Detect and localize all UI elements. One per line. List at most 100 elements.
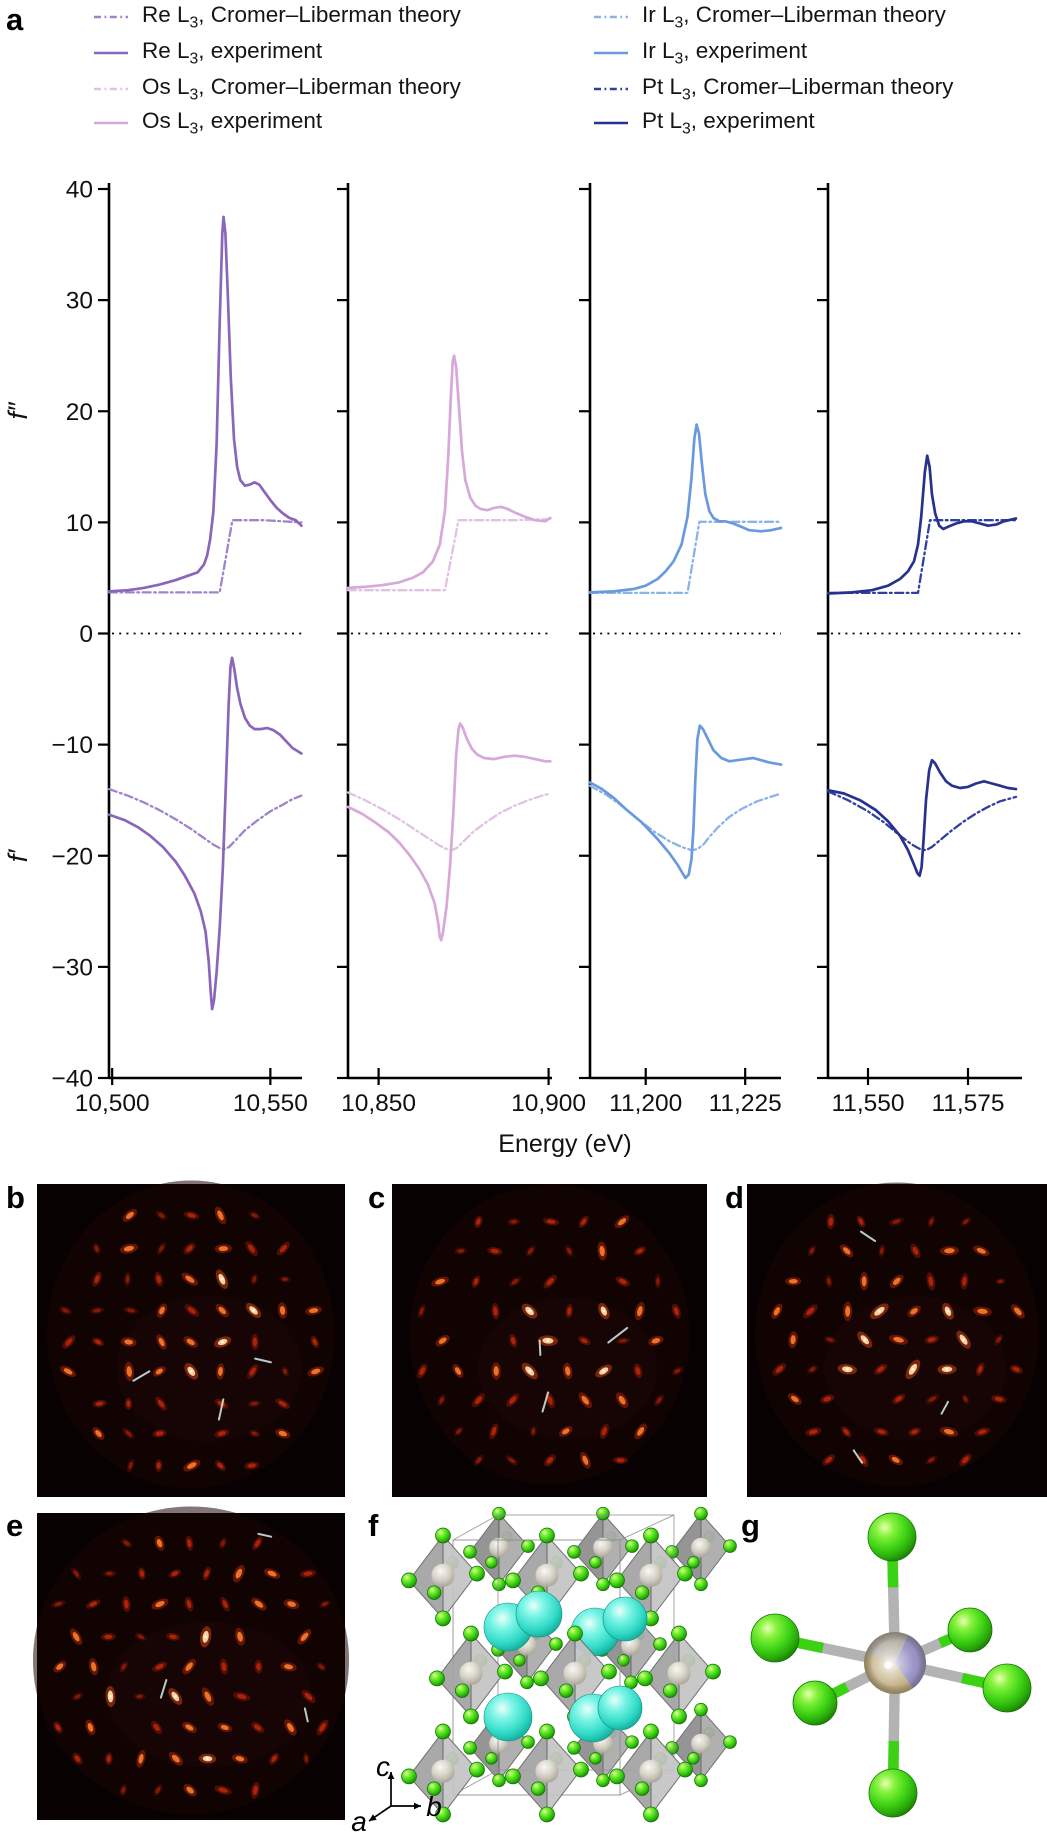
- chlorine-atom: [505, 1768, 521, 1785]
- diffraction-spot: [925, 1455, 938, 1465]
- spot-core: [247, 1463, 256, 1468]
- detector-streak: [541, 1391, 550, 1413]
- spot-highlight: [602, 1369, 606, 1373]
- diffraction-spot: [648, 1335, 664, 1346]
- spot-core: [977, 1365, 983, 1373]
- spot-core: [927, 1337, 936, 1342]
- diffraction-pattern-e: [33, 1506, 349, 1820]
- axis-label-a: a: [351, 1806, 367, 1834]
- chlorine-atom: [492, 1773, 506, 1788]
- spot-core: [158, 1245, 164, 1252]
- diffraction-spot: [92, 1271, 102, 1287]
- chlorine-atom: [521, 1539, 535, 1553]
- diffraction-spot: [214, 1460, 226, 1471]
- y-tick-label: −30: [51, 954, 93, 981]
- spot-core: [582, 1455, 589, 1465]
- spot-core: [171, 1754, 180, 1763]
- diffraction-spot: [825, 1275, 833, 1288]
- spot-core: [287, 1722, 294, 1732]
- spot-core: [419, 1307, 424, 1315]
- spot-highlight: [911, 1367, 915, 1371]
- spot-highlight: [528, 1369, 532, 1373]
- spot-core: [278, 1400, 287, 1407]
- spot-highlight: [189, 1369, 193, 1373]
- spot-core: [104, 1634, 113, 1639]
- diffraction-spot: [521, 1362, 538, 1380]
- chlorine-atom-upper-right: [947, 1607, 993, 1653]
- diffraction-spot: [874, 1363, 888, 1375]
- legend-entry-os-theory: Os L3, Cromer–Liberman theory: [93, 74, 461, 103]
- diffraction-spot: [154, 1271, 164, 1287]
- legend-entry-os-experiment: Os L3, experiment: [93, 108, 322, 137]
- series-re-experiment-f2: [107, 215, 303, 593]
- spot-core: [153, 1723, 160, 1732]
- spot-core: [509, 1396, 517, 1404]
- x-tick-label: 11,550: [831, 1090, 904, 1117]
- chlorine-atom: [653, 1637, 667, 1651]
- series-re-theory-f1: [107, 787, 303, 851]
- spot-core: [879, 1247, 884, 1255]
- spot-core: [1012, 1366, 1020, 1372]
- diffraction-spot: [119, 1660, 129, 1673]
- spot-core: [121, 1663, 127, 1670]
- spot-core: [159, 1306, 165, 1315]
- diffraction-spot: [202, 1566, 211, 1581]
- diffraction-spot: [960, 1216, 971, 1227]
- spot-highlight: [877, 1309, 881, 1313]
- axis-arrowhead: [414, 1802, 421, 1810]
- diffraction-spot: [133, 1693, 146, 1700]
- diffraction-spot: [452, 1364, 464, 1378]
- spot-core: [493, 1306, 498, 1316]
- diffraction-spot: [892, 1393, 906, 1404]
- spot-core: [235, 1568, 243, 1579]
- diffraction-spot: [201, 1687, 214, 1706]
- diffraction-spot: [155, 1396, 167, 1411]
- diffraction-spot: [925, 1393, 940, 1404]
- chlorine-atom: [705, 1663, 721, 1680]
- diffraction-spot: [491, 1362, 501, 1380]
- spot-core: [673, 1306, 679, 1316]
- chlorine-atom: [694, 1773, 708, 1788]
- spot-core: [74, 1755, 81, 1762]
- diffraction-spot: [138, 1567, 146, 1580]
- axis-label-c: c: [376, 1751, 390, 1782]
- legend-line-swatch: [94, 121, 128, 125]
- diffraction-spot: [634, 1423, 647, 1440]
- diffraction-spot: [473, 1454, 484, 1466]
- spot-core: [546, 1277, 554, 1286]
- chlorine-atom: [609, 1768, 625, 1785]
- legend-line-swatch: [94, 51, 128, 55]
- diffraction-spot: [857, 1331, 873, 1348]
- diffraction-spot: [316, 1662, 327, 1672]
- detector-streak: [132, 1370, 151, 1382]
- spot-core: [256, 1662, 261, 1671]
- spot-core: [124, 1599, 129, 1609]
- diffraction-spot: [151, 1720, 163, 1734]
- spot-core: [826, 1337, 834, 1342]
- diffraction-spot: [198, 1753, 217, 1764]
- spot-core: [303, 1571, 313, 1576]
- spot-core: [155, 1663, 164, 1670]
- diffraction-spot: [245, 1240, 258, 1257]
- spot-highlight: [962, 1338, 965, 1342]
- metal-atom: [563, 1661, 587, 1685]
- x-tick-label: 10,850: [341, 1090, 416, 1117]
- spot-core: [267, 1570, 277, 1577]
- spot-core: [828, 1217, 834, 1226]
- spot-core: [962, 1276, 967, 1286]
- y-tick-label: −10: [51, 732, 93, 759]
- diffraction-spot: [961, 1394, 970, 1404]
- chlorine-atom: [643, 1806, 659, 1823]
- diffraction-spot: [939, 1246, 959, 1256]
- diffraction-spot: [247, 1400, 261, 1408]
- chlorine-atom: [539, 1527, 555, 1544]
- diffraction-spot: [154, 1535, 165, 1551]
- panel-f-label: f: [368, 1508, 379, 1543]
- diffraction-spot: [248, 1429, 261, 1438]
- metal-atom: [535, 1563, 559, 1587]
- spot-core: [861, 1276, 867, 1287]
- spot-core: [943, 1429, 955, 1435]
- spot-highlight: [220, 1277, 224, 1281]
- diffraction-spot: [803, 1304, 818, 1319]
- diffraction-spot: [166, 1632, 181, 1641]
